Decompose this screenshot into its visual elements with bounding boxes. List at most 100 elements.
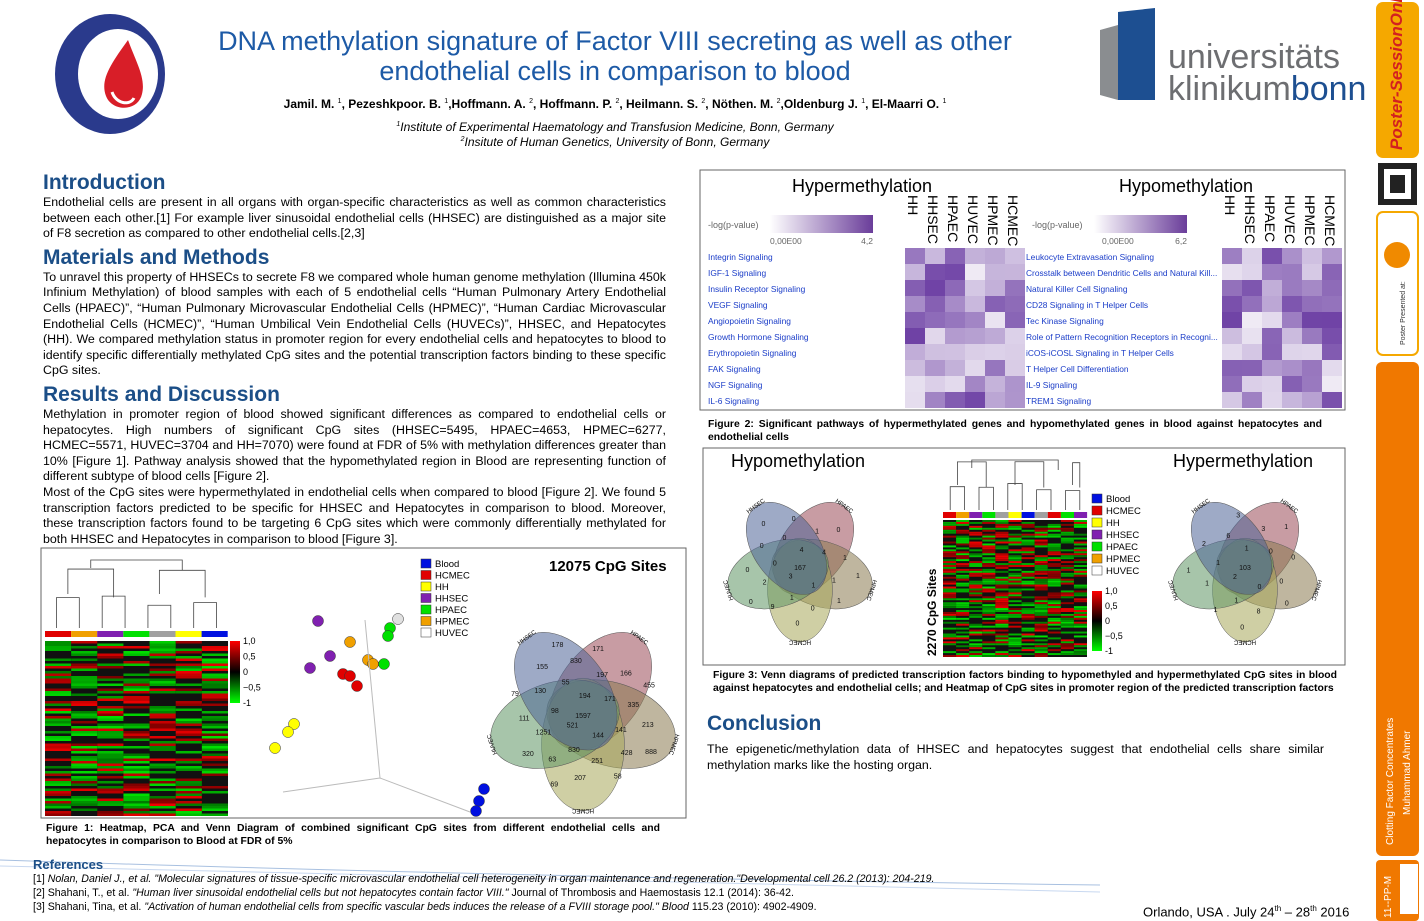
heatmap-cell — [1242, 392, 1262, 408]
heatmap-cell — [969, 584, 983, 587]
heatmap-cell — [985, 344, 1005, 360]
venn-label: HCMEC — [571, 807, 594, 813]
venn-number: 521 — [567, 723, 579, 730]
heatmap-cell — [45, 736, 72, 739]
heatmap-cell — [1008, 639, 1022, 642]
heatmap-cell — [123, 796, 150, 799]
heatmap-cell — [1021, 572, 1035, 575]
heatmap-cell — [45, 646, 72, 649]
heatmap-cell — [149, 681, 176, 684]
heatmap-cell — [945, 264, 965, 280]
heatmap-cell — [1034, 604, 1048, 607]
heatmap-cell — [1073, 561, 1087, 564]
heatmap-cell — [71, 746, 98, 749]
heatmap-cell — [969, 545, 983, 548]
heatmap-cell — [925, 296, 945, 312]
heatmap-cell — [1262, 360, 1282, 376]
pathway-label: T Helper Cell Differentiation — [1026, 364, 1129, 374]
heatmap-cell — [71, 796, 98, 799]
heatmap-cell — [982, 600, 996, 603]
sup: 1 — [942, 98, 947, 105]
heatmap-cell — [45, 703, 72, 706]
heatmap-cell — [925, 392, 945, 408]
heatmap-cell — [1008, 527, 1022, 530]
heatmap-cell — [1021, 521, 1035, 524]
pathway-label: Angiopoietin Signaling — [708, 316, 791, 326]
legend-label: HUVEC — [1106, 566, 1139, 577]
heatmap-cell — [965, 280, 985, 296]
heatmap-cell — [97, 706, 124, 709]
heatmap-cell — [1060, 621, 1074, 624]
heatmap-cell — [1073, 651, 1087, 654]
heatmap-cell — [1034, 613, 1048, 616]
pathway-label: VEGF Signaling — [708, 300, 768, 310]
venn-number: 98 — [551, 708, 559, 715]
heatmap-cell — [1008, 549, 1022, 552]
heatmap-cell — [1060, 653, 1074, 656]
heatmap-cell — [1021, 574, 1035, 577]
heatmap-cell — [969, 594, 983, 597]
pca-point — [470, 805, 482, 817]
heatmap-cell — [982, 610, 996, 612]
heatmap-cell — [969, 561, 983, 564]
heatmap-cell — [1021, 539, 1035, 542]
heatmap-cell — [45, 676, 72, 679]
heatmap-cell — [982, 574, 996, 577]
heatmap-cell — [969, 525, 983, 528]
heatmap-cell — [123, 753, 150, 756]
heatmap-cell — [71, 771, 98, 774]
heatmap-cell — [1008, 625, 1022, 628]
heatmap-cell — [982, 568, 996, 571]
heatmap-cell — [149, 721, 176, 724]
heatmap-cell — [1302, 344, 1322, 360]
heatmap-cell — [1073, 649, 1087, 652]
venn-number: 130 — [534, 688, 546, 695]
heatmap-cell — [45, 643, 72, 646]
heatmap-cell — [956, 621, 970, 624]
heatmap-cell — [956, 582, 970, 585]
heatmap-cell — [175, 791, 202, 794]
heatmap-cell — [1008, 649, 1022, 652]
reference-text: Nolan, Daniel J., et al. "Molecular sign… — [47, 873, 935, 885]
heatmap-cell — [1060, 613, 1074, 616]
heatmap-cell — [1060, 641, 1074, 644]
heatmap-cell — [1008, 655, 1022, 657]
pca-point — [473, 795, 485, 807]
heatmap-cell — [1034, 611, 1048, 614]
heatmap-cell — [956, 631, 970, 634]
heatmap-cell — [1034, 602, 1048, 605]
heatmap-cell — [123, 768, 150, 771]
venn-number: 1 — [1214, 607, 1218, 614]
heatmap-cell — [982, 521, 996, 524]
heatmap-cell — [1222, 376, 1242, 392]
heatmap-cell — [123, 696, 150, 699]
logo-left — [55, 14, 165, 134]
heading: References — [33, 857, 104, 872]
column-label: HPAEC — [1262, 195, 1278, 242]
heatmap-cell — [1021, 523, 1035, 526]
heatmap-cell — [969, 653, 983, 656]
heatmap-cell — [45, 746, 72, 749]
scale-title: -log(p-value) — [708, 220, 759, 230]
heatmap-cell — [982, 539, 996, 542]
venn-number: 251 — [591, 758, 603, 765]
heatmap-cell — [1034, 533, 1048, 536]
heatmap-cell — [1073, 600, 1087, 603]
dendrogram — [949, 459, 1081, 510]
heatmap-cell — [1073, 572, 1087, 575]
heatmap-cell — [1322, 392, 1342, 408]
heatmap-cell — [123, 798, 150, 801]
title-line: endothelial cells in comparison to blood — [379, 56, 851, 86]
heatmap-cell — [943, 643, 957, 646]
heatmap-cell — [943, 606, 957, 609]
heatmap-cell — [1060, 647, 1074, 650]
heatmap-cell — [995, 527, 1009, 530]
heatmap-cell — [956, 598, 970, 601]
venn-number: 2 — [1233, 574, 1237, 581]
heatmap-cell — [175, 648, 202, 651]
heatmap-cell — [71, 713, 98, 716]
heatmap-cell — [943, 565, 957, 567]
heatmap-cell — [1047, 621, 1061, 624]
heatmap-cell — [123, 701, 150, 704]
heatmap-cell — [123, 766, 150, 769]
